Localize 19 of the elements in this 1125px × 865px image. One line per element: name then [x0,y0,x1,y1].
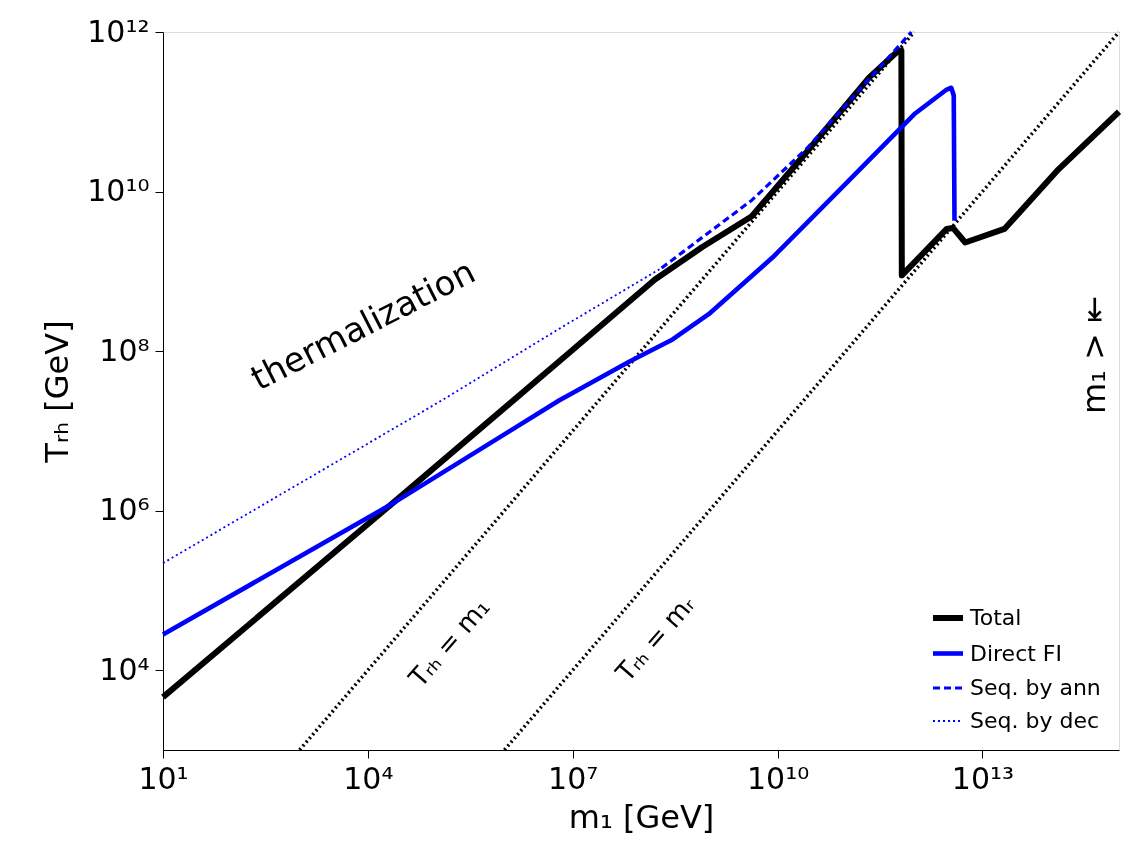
annotation: Tᵣₕ = mᵣ [609,589,701,688]
y-tick-label: 10⁴ [99,651,150,687]
legend-label: Total [969,605,1022,630]
y-tick-label: 10⁸ [99,332,150,368]
y-tick-label: 10⁶ [99,492,150,528]
y-tick-label: 10¹² [87,13,150,49]
y-tick-label: 10¹⁰ [87,173,150,209]
legend-label: Seq. by ann [970,675,1101,700]
annotation: m₁ > ⇤ [1075,296,1114,415]
y-axis-title: Tᵣₕ [GeV] [38,320,77,464]
annotation: Tᵣₕ = m₁ [402,592,496,694]
legend-label: Seq. by dec [970,708,1100,733]
legend-label: Direct FI [970,640,1063,666]
x-tick-label: 10⁴ [343,760,394,796]
x-tick-label: 10¹³ [951,760,1015,796]
x-tick-label: 10⁷ [548,760,599,796]
x-axis-title: m₁ [GeV] [568,797,715,836]
x-tick-label: 10¹⁰ [746,760,810,796]
x-tick-label: 10¹ [138,760,189,796]
